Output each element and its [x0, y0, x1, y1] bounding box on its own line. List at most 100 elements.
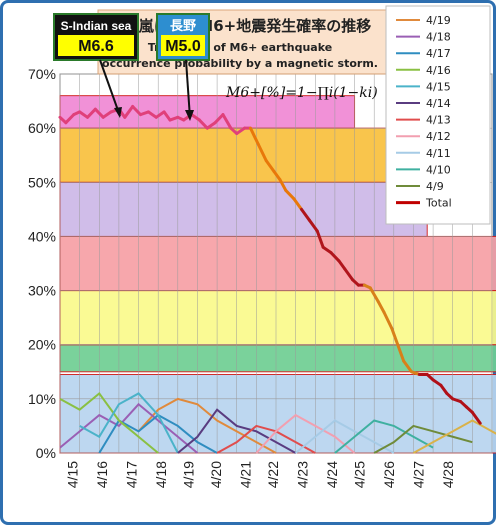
band-2 — [59, 290, 496, 346]
total-segment-26 — [248, 126, 260, 146]
title-box: 磁気嵐によるM6+地震発生確率の推移 Transition of M6+ ear… — [97, 9, 391, 75]
y-tick-2: 20% — [28, 337, 56, 353]
sub-series-3 — [59, 391, 159, 454]
total-segment-30 — [278, 178, 288, 192]
annotation-s-indian-sea: S-Indian sea M6.6 — [53, 13, 139, 118]
legend-label-10: 4/9 — [426, 180, 444, 193]
sub-series-lines — [59, 391, 496, 454]
band-3 — [59, 235, 496, 292]
total-segment-19 — [197, 118, 209, 130]
y-tick-7: 70% — [28, 66, 56, 82]
legend-label-9: 4/10 — [426, 163, 451, 176]
total-segment-21 — [213, 113, 225, 125]
total-segment-12 — [146, 110, 158, 119]
total-segment-14 — [162, 110, 172, 122]
x-tick-7: 4/22 — [265, 461, 281, 488]
y-tick-4: 40% — [28, 228, 56, 244]
total-segment-33 — [300, 207, 311, 222]
total-segment-44 — [376, 299, 386, 314]
total-segment-13 — [154, 110, 166, 119]
x-tick-1: 4/16 — [94, 461, 110, 488]
total-segment-52 — [431, 378, 443, 387]
legend-label-2: 4/17 — [426, 47, 451, 60]
total-segment-35 — [315, 229, 325, 249]
legend: 4/19 4/18 4/17 4/16 4/15 4/14 4/13 4/12 4/11 4/10… — [385, 5, 491, 225]
total-segment-47 — [396, 343, 406, 363]
y-tick-0: 0% — [36, 445, 56, 461]
sub-series-5 — [177, 408, 297, 454]
x-tick-4: 4/19 — [181, 461, 197, 488]
total-series — [58, 104, 482, 425]
total-segment-4 — [85, 107, 97, 119]
legend-label-11: Total — [425, 197, 452, 210]
x-tick-11: 4/26 — [381, 461, 397, 488]
sub-series-7 — [255, 413, 356, 454]
legend-label-3: 4/16 — [426, 64, 451, 77]
total-segment-6 — [101, 110, 113, 119]
x-tick-10: 4/25 — [351, 461, 367, 488]
sub-series-11 — [412, 419, 496, 454]
total-segment-34 — [307, 218, 319, 233]
x-tick-2: 4/17 — [124, 461, 140, 488]
total-segment-3 — [78, 110, 89, 119]
band-1 — [59, 344, 496, 373]
x-tick-3: 4/18 — [153, 461, 169, 488]
total-segment-48 — [402, 359, 413, 374]
title-en-line2: occurrence probability by a magnetic sto… — [102, 57, 378, 70]
y-axis-ticks: 0% 10% 20% 30% 40% 50% 60% 70% — [28, 66, 56, 461]
total-segment-58 — [470, 410, 482, 425]
total-segment-43 — [368, 286, 380, 303]
total-segment-10 — [131, 104, 143, 117]
total-segment-1 — [64, 113, 76, 125]
annotation-nagano: 長野 M5.0 — [156, 13, 210, 121]
total-segment-45 — [382, 310, 394, 330]
x-tick-13: 4/28 — [440, 461, 456, 488]
total-segment-9 — [123, 104, 135, 119]
total-segment-27 — [256, 142, 268, 163]
band-4 — [59, 181, 428, 237]
total-segment-53 — [439, 383, 449, 395]
total-segment-18 — [190, 113, 201, 122]
sub-series-9 — [334, 419, 434, 454]
total-segment-28 — [264, 159, 276, 173]
annotation1-magnitude: M6.6 — [78, 38, 114, 55]
band-0 — [59, 373, 496, 454]
x-tick-0: 4/15 — [65, 461, 81, 488]
formula: M6+[%]=1−∏i(1−ki) — [225, 85, 378, 101]
total-segment-24 — [235, 126, 247, 136]
total-segment-36 — [321, 245, 333, 255]
total-segment-31 — [284, 188, 296, 201]
y-tick-1: 10% — [28, 391, 56, 407]
x-tick-9: 4/24 — [324, 461, 340, 488]
total-segment-5 — [93, 107, 105, 119]
total-segment-29 — [272, 169, 282, 182]
legend-label-6: 4/13 — [426, 114, 451, 127]
annotation2-label: 長野 — [170, 19, 196, 34]
x-tick-5: 4/20 — [208, 461, 224, 488]
legend-label-1: 4/18 — [426, 31, 451, 44]
annotation2-magnitude: M5.0 — [165, 38, 201, 55]
y-tick-5: 50% — [28, 174, 56, 190]
title-jp: 磁気嵐によるM6+地震発生確率の推移 — [109, 17, 371, 35]
legend-label-7: 4/12 — [426, 130, 451, 143]
x-axis-ticks: 4/15 4/16 4/17 4/18 4/19 4/20 4/21 4/22 4/23 4/24… — [65, 461, 456, 488]
sub-series-8 — [294, 419, 395, 454]
total-segment-39 — [343, 267, 355, 282]
legend-label-8: 4/11 — [426, 147, 451, 160]
sub-series-6 — [216, 424, 316, 454]
x-tick-12: 4/27 — [410, 461, 426, 488]
sub-series-0 — [137, 397, 277, 454]
band-5 — [59, 127, 399, 183]
y-tick-6: 60% — [28, 120, 56, 136]
total-segment-22 — [221, 113, 233, 130]
legend-label-4: 4/15 — [426, 80, 451, 93]
total-segment-20 — [205, 121, 217, 130]
sub-series-10 — [373, 424, 473, 454]
x-tick-8: 4/23 — [294, 461, 310, 488]
total-segment-37 — [329, 251, 341, 263]
sub-series-4 — [79, 392, 179, 454]
total-segment-46 — [390, 326, 400, 347]
y-tick-3: 30% — [28, 283, 56, 299]
total-segment-38 — [337, 259, 347, 271]
